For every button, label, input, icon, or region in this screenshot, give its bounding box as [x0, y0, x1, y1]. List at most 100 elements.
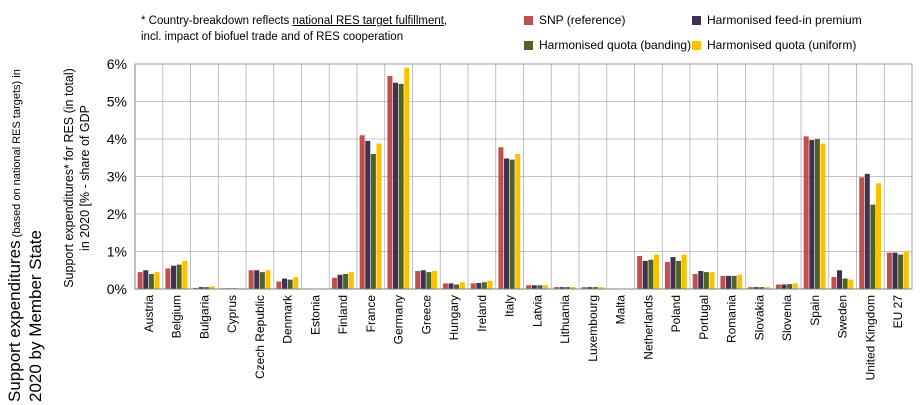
legend-swatch-quota-banding: [524, 40, 533, 50]
x-tick-label-latvia: Latvia: [530, 295, 544, 327]
x-tick-label-germany: Germany: [392, 295, 406, 344]
x-tick-label-romania: Romania: [725, 295, 739, 343]
bar-hungary-harmonised-quota-uniform: [459, 282, 465, 289]
x-tick-label-malta: Malta: [614, 295, 628, 325]
bar-slovenia-snp-reference: [775, 284, 781, 289]
side-title-line2: 2020 by Member State: [26, 230, 45, 402]
legend-item-quota-banding: Harmonised quota (banding): [524, 38, 691, 52]
x-tick-label-bulgaria: Bulgaria: [197, 295, 211, 339]
bar-netherlands-harmonised-feed-in-premium: [642, 260, 648, 289]
bar-lithuania-harmonised-quota-banding: [565, 287, 571, 289]
bar-denmark-snp-reference: [276, 281, 282, 289]
bar-lithuania-harmonised-quota-uniform: [570, 287, 576, 289]
bar-netherlands-harmonised-quota-banding: [648, 259, 654, 289]
x-tick-label-poland: Poland: [669, 295, 683, 332]
bars: [137, 67, 909, 289]
bar-finland-harmonised-quota-banding: [343, 274, 349, 289]
bar-denmark-harmonised-feed-in-premium: [282, 278, 288, 289]
y-tick-label: 5%: [107, 94, 127, 110]
bar-slovakia-harmonised-quota-banding: [759, 287, 765, 289]
footnote-prefix: * Country-breakdown reflects: [141, 15, 293, 27]
bar-united-kingdom-snp-reference: [859, 177, 865, 289]
bar-belgium-harmonised-quota-banding: [176, 264, 182, 289]
legend-label-feed-in-premium: Harmonised feed-in premium: [707, 13, 862, 27]
legend-swatch-quota-uniform: [692, 40, 701, 50]
bar-ireland-snp-reference: [470, 283, 476, 289]
bar-italy-snp-reference: [498, 147, 504, 289]
x-tick-label-spain: Spain: [808, 295, 822, 326]
bar-portugal-harmonised-quota-uniform: [709, 272, 715, 289]
bar-hungary-harmonised-feed-in-premium: [448, 283, 454, 289]
footnote: * Country-breakdown reflects national RE…: [141, 13, 447, 45]
bar-germany-harmonised-quota-banding: [398, 83, 404, 289]
bar-romania-harmonised-quota-banding: [731, 275, 737, 289]
bar-eu-27-harmonised-quota-uniform: [903, 251, 909, 289]
bar-united-kingdom-harmonised-feed-in-premium: [864, 173, 870, 289]
x-tick-label-netherlands: Netherlands: [641, 295, 655, 360]
bar-germany-snp-reference: [387, 76, 393, 289]
bar-denmark-harmonised-quota-uniform: [293, 277, 299, 289]
x-tick-label-united-kingdom: United Kingdom: [863, 295, 877, 380]
y-tick-label: 2%: [107, 206, 127, 222]
bar-netherlands-harmonised-quota-uniform: [653, 254, 659, 289]
bar-greece-harmonised-quota-banding: [426, 272, 432, 289]
y-tick-label: 1%: [107, 244, 127, 260]
x-tick-label-estonia: Estonia: [308, 295, 322, 335]
bar-czech-republic-harmonised-quota-banding: [259, 272, 265, 289]
y-tick-labels: 0% 1% 2% 3% 4% 5% 6%: [107, 56, 127, 297]
x-tick-label-denmark: Denmark: [281, 294, 295, 344]
bar-austria-harmonised-feed-in-premium: [143, 270, 149, 289]
y-axis-title-line1: Support expenditures* for RES (in total): [62, 68, 76, 288]
x-tick-label-belgium: Belgium: [170, 295, 184, 338]
svg-text:Support expenditures (based on: Support expenditures (based on national …: [5, 69, 24, 402]
bar-eu-27-harmonised-quota-banding: [898, 254, 904, 289]
x-tick-label-sweden: Sweden: [836, 295, 850, 338]
bar-czech-republic-snp-reference: [248, 270, 254, 289]
bar-lithuania-snp-reference: [553, 287, 559, 289]
bar-austria-harmonised-quota-uniform: [154, 272, 160, 289]
bar-slovakia-snp-reference: [748, 287, 754, 289]
x-tick-label-hungary: Hungary: [447, 295, 461, 340]
legend-item-snp: SNP (reference): [524, 13, 625, 27]
bar-portugal-harmonised-feed-in-premium: [698, 271, 704, 289]
y-tick-label: 0%: [107, 281, 127, 297]
x-tick-label-austria: Austria: [142, 295, 156, 333]
bar-france-harmonised-quota-uniform: [376, 143, 382, 289]
x-tick-label-luxembourg: Luxembourg: [586, 295, 600, 362]
bar-portugal-snp-reference: [692, 274, 698, 289]
bar-hungary-harmonised-quota-banding: [454, 284, 460, 289]
bar-czech-republic-harmonised-feed-in-premium: [254, 270, 260, 289]
bar-poland-harmonised-feed-in-premium: [670, 257, 676, 289]
x-tick-label-lithuania: Lithuania: [558, 295, 572, 344]
bar-poland-harmonised-quota-banding: [676, 260, 682, 289]
bar-bulgaria-harmonised-quota-uniform: [209, 286, 215, 289]
legend-swatch-snp: [524, 15, 533, 25]
x-tick-label-czech-republic: Czech Republic: [253, 295, 267, 379]
x-tick-label-ireland: Ireland: [475, 295, 489, 332]
bar-ireland-harmonised-quota-uniform: [487, 280, 493, 289]
legend: SNP (reference) Harmonised feed-in premi…: [520, 11, 920, 55]
footnote-line2: incl. impact of biofuel trade and of RES…: [141, 31, 404, 43]
bar-belgium-harmonised-quota-uniform: [182, 260, 188, 289]
y-tick-label: 3%: [107, 169, 127, 185]
bar-united-kingdom-harmonised-quota-banding: [870, 204, 876, 289]
bar-united-kingdom-harmonised-quota-uniform: [875, 183, 881, 289]
bar-latvia-harmonised-feed-in-premium: [531, 285, 537, 289]
bar-denmark-harmonised-quota-banding: [287, 279, 293, 289]
bar-slovenia-harmonised-quota-uniform: [792, 283, 798, 289]
bar-spain-harmonised-quota-banding: [814, 139, 820, 289]
x-tick-label-finland: Finland: [336, 295, 350, 334]
bar-netherlands-snp-reference: [637, 256, 643, 289]
x-tick-label-slovenia: Slovenia: [780, 295, 794, 341]
footnote-underlined: national RES target fulfillment: [292, 15, 444, 27]
bar-latvia-harmonised-quota-uniform: [542, 285, 548, 289]
bar-eu-27-harmonised-feed-in-premium: [892, 252, 898, 289]
bar-italy-harmonised-quota-uniform: [515, 154, 521, 289]
bar-ireland-harmonised-feed-in-premium: [476, 283, 482, 289]
bar-finland-harmonised-quota-uniform: [348, 272, 354, 289]
bar-sweden-snp-reference: [831, 277, 837, 289]
y-tick-label: 4%: [107, 131, 127, 147]
bar-slovenia-harmonised-quota-banding: [787, 284, 793, 289]
bar-france-harmonised-feed-in-premium: [365, 140, 371, 289]
